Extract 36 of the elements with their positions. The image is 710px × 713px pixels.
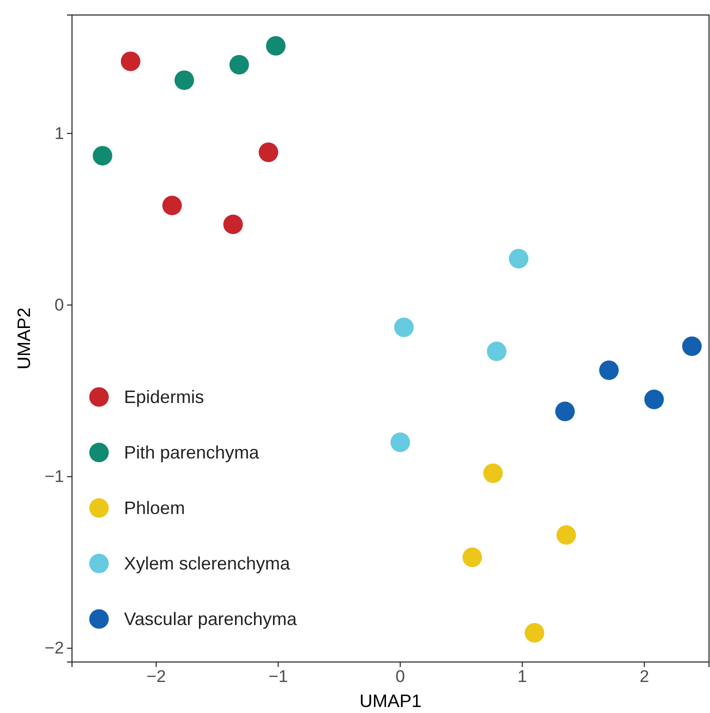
x-axis-title: UMAP1 <box>359 691 422 711</box>
point <box>555 402 575 422</box>
point <box>258 142 278 162</box>
y-tick-label: 0 <box>54 295 64 314</box>
point <box>162 196 182 216</box>
point <box>486 342 506 362</box>
x-tick-label: 1 <box>518 667 528 686</box>
point <box>599 360 619 380</box>
point <box>120 52 140 72</box>
point <box>174 70 194 90</box>
x-tick-label: −1 <box>268 667 288 686</box>
legend-label: Phloem <box>124 498 186 518</box>
point <box>223 214 243 234</box>
point <box>483 463 503 483</box>
x-tick-label: 2 <box>640 667 650 686</box>
legend-label: Pith parenchyma <box>124 442 260 462</box>
point <box>682 336 702 356</box>
point <box>266 36 286 56</box>
point <box>390 432 410 452</box>
point <box>229 55 249 75</box>
legend-label: Vascular parenchyma <box>124 609 298 629</box>
y-tick-label: −2 <box>44 638 64 658</box>
x-tick-label: 0 <box>396 667 405 686</box>
point <box>462 548 482 568</box>
point <box>394 318 414 338</box>
legend-label: Epidermis <box>124 387 204 407</box>
legend-label: Xylem sclerenchyma <box>124 554 292 574</box>
point <box>524 623 544 643</box>
y-axis-title: UMAP2 <box>14 307 34 370</box>
y-tick-label: 1 <box>54 124 64 143</box>
point <box>556 525 576 545</box>
y-tick-label: −1 <box>44 467 64 486</box>
x-tick-label: −2 <box>146 667 166 686</box>
point <box>644 390 664 410</box>
point <box>92 146 112 166</box>
point <box>508 248 528 268</box>
